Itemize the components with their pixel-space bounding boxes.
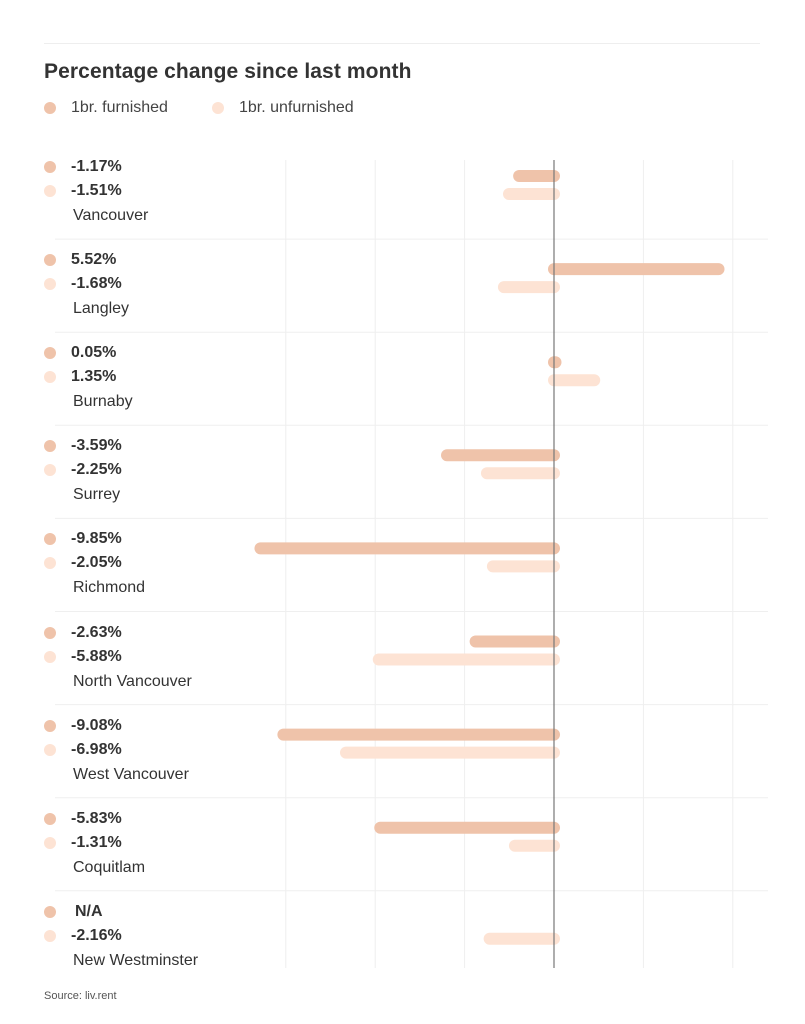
value-line-unfurnished: -1.68%: [44, 273, 122, 295]
series-dot-unfurnished: [44, 650, 56, 663]
data-label: -1.68%: [71, 275, 122, 293]
data-label: -1.17%: [71, 158, 122, 175]
bar-unfurnished: [483, 932, 560, 945]
bar-furnished: [513, 170, 560, 182]
bar-unfurnished: [480, 467, 560, 480]
data-label: -1.51%: [71, 182, 122, 199]
category-label: North Vancouver: [73, 672, 192, 690]
source-note: Source: liv.rent: [44, 990, 117, 1002]
legend-item-furnished: 1br. furnished: [44, 99, 168, 117]
value-line-furnished: -1.17%: [44, 156, 122, 178]
legend-label-furnished: 1br. furnished: [71, 99, 168, 116]
legend-label-unfurnished: 1br. unfurnished: [238, 99, 354, 116]
data-label: 5.52%: [71, 251, 117, 269]
data-label: -2.16%: [71, 926, 122, 944]
value-line-unfurnished: -2.16%: [44, 925, 122, 947]
data-label: -9.85%: [71, 530, 122, 548]
category-label: Surrey: [73, 486, 121, 504]
legend-dot-unfurnished: [211, 102, 224, 114]
top-divider: [44, 43, 760, 44]
series-dot-furnished: [44, 440, 56, 453]
series-dot-unfurnished: [44, 557, 56, 570]
series-dot-furnished: [44, 161, 56, 173]
legend: 1br. furnished 1br. unfurnished: [44, 97, 398, 119]
bar-furnished: [548, 263, 725, 276]
bar-furnished: [254, 542, 560, 555]
data-label: -2.63%: [71, 623, 122, 641]
bar-unfurnished: [548, 374, 601, 387]
value-line-furnished: -3.59%: [44, 435, 122, 457]
bar-unfurnished: [486, 560, 560, 573]
legend-item-unfurnished: 1br. unfurnished: [211, 99, 354, 117]
bar-unfurnished: [372, 653, 560, 666]
bar-furnished: [548, 356, 562, 369]
data-label: -2.05%: [71, 554, 122, 572]
data-label: -5.83%: [71, 809, 122, 827]
series-dot-furnished: [44, 254, 56, 267]
series-dot-furnished: [44, 719, 56, 732]
data-label: 1.35%: [71, 368, 117, 386]
chart-title: Percentage change since last month: [44, 60, 412, 83]
category-label: Burnaby: [73, 393, 133, 411]
series-dot-furnished: [44, 626, 56, 639]
data-label: 0.05%: [71, 344, 117, 362]
data-label: -5.88%: [71, 647, 122, 665]
series-dot-unfurnished: [44, 371, 56, 384]
category-label: Langley: [73, 300, 130, 318]
series-dot-furnished: [44, 812, 56, 825]
series-dot-unfurnished: [44, 929, 56, 942]
series-dot-unfurnished: [44, 836, 56, 849]
value-line-unfurnished: -1.31%: [44, 832, 122, 854]
bar-unfurnished: [503, 188, 560, 200]
bar-unfurnished: [508, 839, 560, 852]
bar-unfurnished: [339, 746, 560, 759]
data-label: -6.98%: [71, 740, 122, 758]
series-dot-furnished: [44, 347, 56, 360]
bar-furnished: [441, 449, 560, 462]
bar-furnished: [277, 728, 560, 741]
series-dot-unfurnished: [44, 278, 56, 291]
series-dot-unfurnished: [44, 743, 56, 756]
category-label: Richmond: [73, 579, 146, 597]
series-dot-furnished: [44, 905, 56, 918]
series-dot-furnished: [44, 533, 56, 546]
bar-furnished: [469, 635, 560, 648]
data-label: -3.59%: [71, 437, 122, 455]
series-dot-unfurnished: [44, 464, 56, 477]
value-line-unfurnished: -5.88%: [44, 646, 122, 668]
bar-unfurnished: [497, 281, 560, 294]
value-line-furnished: N/A: [44, 901, 103, 923]
value-line-furnished: -5.83%: [44, 808, 122, 830]
data-label: -1.31%: [71, 833, 122, 851]
value-line-unfurnished: -6.98%: [44, 739, 122, 761]
value-line-furnished: -9.85%: [44, 528, 122, 550]
value-line-unfurnished: -1.51%: [44, 180, 122, 202]
category-label: Vancouver: [73, 207, 149, 224]
category-label: West Vancouver: [73, 765, 189, 783]
value-line-furnished: -9.08%: [44, 715, 122, 737]
value-line-furnished: 0.05%: [44, 342, 116, 364]
value-line-furnished: -2.63%: [44, 622, 122, 644]
data-label: -9.08%: [71, 716, 122, 734]
value-line-unfurnished: 1.35%: [44, 366, 116, 388]
bar-furnished: [374, 821, 560, 834]
value-line-unfurnished: -2.05%: [44, 552, 122, 574]
value-line-unfurnished: -2.25%: [44, 459, 122, 481]
data-label: -2.25%: [71, 461, 122, 479]
legend-dot-furnished: [44, 102, 56, 114]
data-label: N/A: [75, 902, 103, 920]
category-label: Coquitlam: [73, 858, 146, 876]
value-line-furnished: 5.52%: [44, 249, 116, 271]
category-label: New Westminster: [73, 951, 199, 969]
series-dot-unfurnished: [44, 185, 56, 197]
